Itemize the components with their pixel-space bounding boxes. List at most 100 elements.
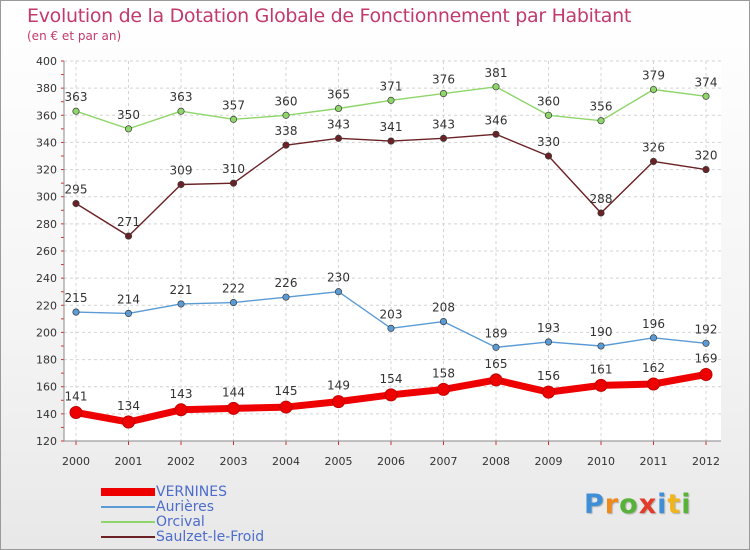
data-point-saulzet-le-froid bbox=[177, 180, 185, 189]
y-tick-label: 360 bbox=[36, 109, 57, 122]
data-label-saulzet-le-froid: 341 bbox=[380, 120, 403, 134]
data-label-orcival: 356 bbox=[590, 100, 613, 114]
data-label-auri-res: 203 bbox=[380, 307, 403, 321]
data-point-saulzet-le-froid bbox=[649, 157, 658, 165]
data-point-orcival bbox=[387, 96, 395, 104]
legend-swatch bbox=[101, 506, 155, 508]
x-tick-label: 2010 bbox=[587, 455, 615, 468]
data-label-orcival: 360 bbox=[275, 94, 298, 108]
data-label-auri-res: 222 bbox=[222, 282, 245, 296]
data-label-saulzet-le-froid: 343 bbox=[327, 117, 350, 131]
data-point-vernines bbox=[122, 415, 135, 429]
data-point-auri-res bbox=[439, 318, 448, 326]
data-label-auri-res: 215 bbox=[65, 291, 88, 305]
x-tick-label: 2001 bbox=[115, 455, 143, 468]
data-point-saulzet-le-froid bbox=[334, 134, 343, 142]
data-point-auri-res bbox=[229, 299, 238, 307]
legend-swatch bbox=[101, 521, 155, 523]
data-point-orcival bbox=[702, 92, 710, 100]
data-label-auri-res: 221 bbox=[170, 283, 193, 297]
data-label-vernines: 143 bbox=[170, 387, 193, 401]
data-label-auri-res: 193 bbox=[537, 321, 560, 335]
data-label-vernines: 141 bbox=[65, 390, 88, 404]
data-point-auri-res bbox=[649, 334, 658, 342]
data-label-orcival: 363 bbox=[65, 90, 88, 104]
data-label-orcival: 365 bbox=[327, 88, 350, 102]
data-point-saulzet-le-froid bbox=[229, 179, 238, 187]
data-label-vernines: 134 bbox=[117, 399, 140, 413]
y-tick-label: 260 bbox=[36, 245, 57, 258]
y-tick-label: 400 bbox=[36, 55, 57, 68]
y-tick-label: 380 bbox=[36, 82, 57, 95]
data-point-auri-res bbox=[597, 342, 605, 350]
data-label-vernines: 158 bbox=[432, 366, 455, 380]
data-point-auri-res bbox=[282, 293, 290, 301]
legend-item: VERNINES bbox=[101, 484, 301, 500]
data-label-auri-res: 189 bbox=[485, 326, 508, 340]
data-label-saulzet-le-froid: 310 bbox=[222, 162, 245, 176]
proxiti-logo: Proxiti bbox=[584, 489, 692, 520]
legend-label: VERNINES bbox=[156, 484, 227, 500]
data-label-saulzet-le-froid: 346 bbox=[485, 113, 508, 127]
data-point-auri-res bbox=[72, 308, 80, 316]
data-label-vernines: 161 bbox=[590, 362, 613, 376]
data-label-vernines: 165 bbox=[485, 357, 508, 371]
data-point-saulzet-le-froid bbox=[544, 152, 553, 160]
y-tick-label: 140 bbox=[36, 408, 57, 421]
y-tick-label: 240 bbox=[36, 272, 57, 285]
data-point-saulzet-le-froid bbox=[72, 199, 80, 208]
data-label-saulzet-le-froid: 343 bbox=[432, 117, 455, 131]
x-tick-label: 2005 bbox=[325, 455, 353, 468]
data-point-vernines bbox=[384, 388, 398, 402]
y-tick-label: 160 bbox=[36, 381, 57, 394]
data-label-orcival: 350 bbox=[117, 108, 140, 122]
data-label-vernines: 149 bbox=[327, 379, 350, 393]
data-point-saulzet-le-froid bbox=[387, 137, 395, 145]
data-label-orcival: 374 bbox=[695, 75, 718, 89]
data-label-vernines: 162 bbox=[642, 361, 665, 375]
x-tick-label: 2004 bbox=[272, 455, 300, 468]
data-label-auri-res: 214 bbox=[117, 292, 140, 306]
y-tick-label: 200 bbox=[36, 326, 57, 339]
x-tick-label: 2009 bbox=[535, 455, 563, 468]
data-point-vernines bbox=[332, 395, 345, 409]
data-label-auri-res: 226 bbox=[275, 276, 298, 290]
legend-item: Saulzet-le-Froid bbox=[101, 529, 301, 545]
data-point-vernines bbox=[174, 403, 188, 417]
data-point-orcival bbox=[492, 83, 500, 91]
data-label-auri-res: 208 bbox=[432, 301, 455, 315]
logo-letter: i bbox=[681, 489, 692, 520]
data-label-saulzet-le-froid: 309 bbox=[170, 164, 193, 178]
data-point-saulzet-le-froid bbox=[124, 232, 133, 240]
data-label-saulzet-le-froid: 330 bbox=[537, 135, 560, 149]
data-point-vernines bbox=[647, 377, 660, 391]
data-label-orcival: 371 bbox=[380, 79, 403, 93]
data-point-auri-res bbox=[492, 343, 500, 351]
x-tick-label: 2008 bbox=[482, 455, 510, 468]
data-label-auri-res: 190 bbox=[590, 325, 613, 339]
data-point-auri-res bbox=[124, 309, 133, 317]
data-label-saulzet-le-froid: 338 bbox=[275, 124, 298, 138]
data-point-auri-res bbox=[334, 288, 343, 296]
chart-subtitle: (en € et par an) bbox=[27, 29, 122, 43]
x-tick-label: 2011 bbox=[640, 455, 668, 468]
y-tick-label: 300 bbox=[36, 191, 57, 204]
data-label-orcival: 379 bbox=[642, 69, 665, 83]
data-point-orcival bbox=[439, 90, 448, 98]
y-tick-label: 180 bbox=[36, 354, 57, 367]
legend-label: Aurières bbox=[156, 499, 215, 515]
data-label-vernines: 169 bbox=[695, 352, 718, 366]
x-tick-label: 2006 bbox=[377, 455, 405, 468]
data-point-vernines bbox=[437, 382, 450, 396]
data-label-vernines: 144 bbox=[222, 385, 245, 399]
data-point-auri-res bbox=[177, 300, 185, 308]
legend-swatch bbox=[101, 488, 155, 496]
data-label-auri-res: 230 bbox=[327, 271, 350, 285]
data-point-saulzet-le-froid bbox=[439, 134, 448, 142]
legend-label: Orcival bbox=[156, 514, 205, 530]
x-tick-label: 2012 bbox=[692, 455, 720, 468]
y-tick-label: 320 bbox=[36, 164, 57, 177]
chart-title: Evolution de la Dotation Globale de Fonc… bbox=[27, 5, 632, 27]
chart-legend: VERNINES Aurières Orcival Saulzet-le-Froid bbox=[101, 484, 301, 545]
data-point-orcival bbox=[229, 115, 238, 123]
